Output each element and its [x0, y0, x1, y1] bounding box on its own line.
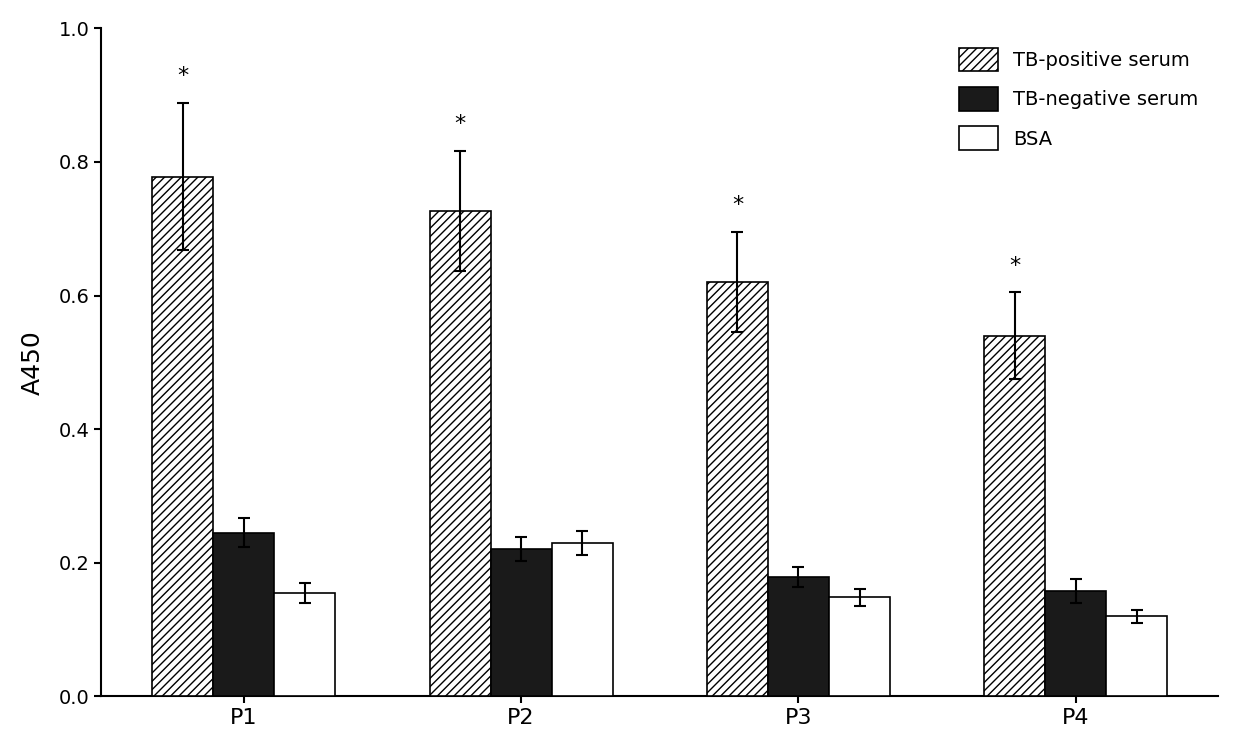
Bar: [829, 598, 890, 697]
Bar: [430, 210, 491, 697]
Bar: [274, 592, 336, 697]
Bar: [707, 282, 768, 697]
Bar: [768, 577, 829, 697]
Bar: [1106, 616, 1167, 697]
Text: *: *: [732, 195, 743, 216]
Bar: [1046, 591, 1106, 697]
Text: *: *: [177, 67, 188, 86]
Bar: [213, 533, 274, 697]
Bar: [551, 543, 612, 697]
Text: *: *: [455, 114, 466, 134]
Y-axis label: A450: A450: [21, 330, 45, 395]
Bar: [984, 336, 1046, 697]
Text: *: *: [1010, 255, 1021, 276]
Bar: [152, 177, 213, 697]
Bar: [491, 550, 551, 697]
Legend: TB-positive serum, TB-negative serum, BSA: TB-positive serum, TB-negative serum, BS…: [949, 38, 1208, 160]
